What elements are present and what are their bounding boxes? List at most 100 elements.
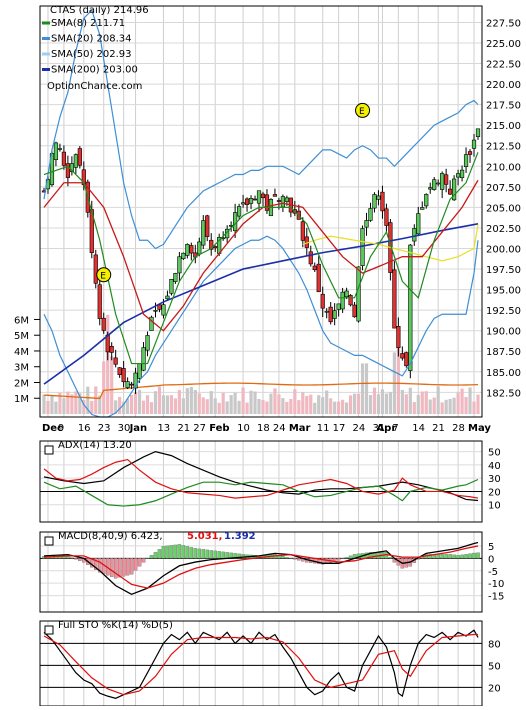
candle-body [201,220,206,246]
volume-bar [356,393,361,414]
volume-bar [345,402,349,414]
macd-histogram-bar [476,552,480,559]
overlays: EE [43,8,479,418]
date-axis-label: 24 [353,423,366,434]
macd-histogram-bar [97,558,102,573]
volume-bar [388,391,393,414]
price-axis-label: 195.00 [486,286,521,297]
volume-bar [257,398,261,414]
candle-body [177,256,182,274]
adx-frame [39,440,483,523]
candle-body [416,213,421,235]
volume-bar [233,392,237,414]
macd-histogram-bar [348,555,353,559]
date-axis-label: 11 [317,423,330,434]
candle-body [428,187,433,190]
price-axis-label: 225.00 [486,39,521,50]
volume-bar [169,395,174,414]
candle-body [101,317,106,331]
volume-bar [181,398,185,414]
date-axis-label: 7 [392,423,398,434]
macd-histogram-bar [289,558,293,559]
volume-bar [313,402,317,414]
volume-bar [468,387,472,414]
volume-bar [368,395,373,414]
candle-body [455,173,461,178]
volume-axis-label: 2M [14,378,29,389]
macd-histogram-bar [428,554,432,559]
candle-body [129,383,134,386]
volume-bar [297,400,301,414]
sto-series-d [43,633,478,696]
candle-body [328,306,333,323]
macd-histogram-bar [456,555,460,559]
earnings-marker-label: E [359,107,365,117]
sma200-line [43,223,479,385]
volume-bar [225,401,229,414]
price-axis-label: 182.50 [486,388,521,399]
price-axis-label: 207.50 [486,183,521,194]
candle-body [336,303,341,310]
macd-histogram-bar [388,557,393,559]
price-axis-label: 197.50 [486,265,521,276]
volume-average-line [43,382,479,400]
adx-series-adx [43,451,479,502]
candle-body [368,208,373,221]
volume-bar [149,402,154,414]
macd-axis-label: -15 [488,592,504,603]
candle-body [300,221,305,241]
volume-bar [408,387,412,414]
candle-body [61,151,67,166]
legend-entry: SMA(20) 208.34 [51,34,132,45]
indicator-legend-swatch [44,625,54,635]
price-axis-label: 227.50 [486,18,521,29]
candle-body [137,363,142,379]
candle-body [364,220,369,228]
adx-axis-label: 30 [488,474,501,485]
adx-title: ADX(14) 13.20 [58,440,132,451]
date-axis-label: 14 [412,423,425,434]
volume-bar [476,394,480,414]
date-axis-label: 21 [432,423,445,434]
candle-body [197,241,202,255]
volume-bar [62,398,66,414]
candles [41,128,481,395]
candle-body [475,128,481,138]
price-panel-frame [39,5,483,418]
volume-bar [333,401,337,414]
macd-axis-label: 5 [488,542,494,553]
volume-bar [412,402,416,414]
candle-body [432,179,437,190]
macd-histogram-bar [185,546,190,559]
candle-body [240,202,246,205]
candle-body [448,188,453,195]
candle-body [340,291,345,310]
candle-body [276,200,282,202]
candle-body [467,151,473,155]
volume-bar [420,391,424,414]
macd-histogram-bar [153,552,158,559]
earnings-marker-label: E [100,271,106,281]
candle-body [69,163,74,173]
macd-histogram-bar [237,553,241,559]
candle-body [324,310,329,313]
macd-histogram-bar [189,547,194,559]
volume-bar [352,393,357,414]
volume-bar [329,398,333,414]
macd-histogram-bar [217,551,221,559]
bollinger-upper-band [43,8,479,250]
adx-series-minus_di [43,458,479,499]
candle-body [233,212,238,232]
volume-bar [213,398,217,414]
date-axis-label: 30 [118,423,131,434]
volume-bar [277,394,281,414]
candle-body [348,295,353,306]
macd-histogram-bar [197,548,202,559]
candle-body [213,246,218,249]
candle-body [248,198,254,204]
volume-bar [269,393,273,414]
date-axis-label: 16 [78,423,91,434]
volume-bar [249,390,253,414]
volume-bar [460,388,464,414]
volume-axis-label: 4M [14,347,29,358]
